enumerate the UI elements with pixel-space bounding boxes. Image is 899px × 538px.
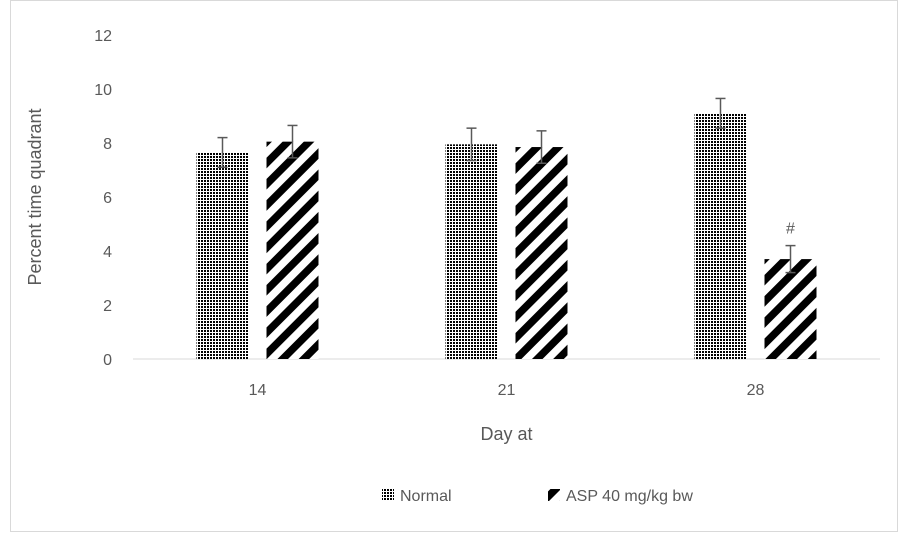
error-bar — [785, 244, 796, 274]
significance-annotation: # — [786, 221, 795, 238]
y-tick-label: 12 — [94, 28, 112, 45]
y-tick-label: 4 — [103, 244, 112, 261]
legend-swatch — [382, 489, 394, 501]
y-tick-label: 6 — [103, 190, 112, 207]
bar-asp-day-21 — [515, 147, 568, 359]
bar-normal-day-14 — [196, 152, 249, 359]
error-bar — [715, 97, 726, 129]
legend-item: ASP 40 mg/kg bw — [548, 488, 693, 505]
x-axis-title: Day at — [480, 424, 532, 444]
chart-border — [10, 0, 898, 532]
error-bar — [536, 130, 547, 164]
y-tick-label: 2 — [103, 298, 112, 315]
legend-label: Normal — [400, 488, 452, 505]
x-tick-label: 14 — [249, 382, 267, 399]
bar-normal-day-21 — [445, 144, 498, 359]
y-tick-label: 10 — [94, 82, 112, 99]
bar-asp-day-14 — [266, 141, 319, 359]
bar-asp-day-28 — [764, 259, 817, 359]
bar-normal-day-28 — [694, 113, 747, 359]
legend-label: ASP 40 mg/kg bw — [566, 488, 693, 505]
error-bar — [287, 124, 298, 159]
y-tick-label: 8 — [103, 136, 112, 153]
y-axis-title: Percent time quadrant — [25, 108, 45, 285]
error-bar — [217, 136, 228, 169]
error-bar — [466, 127, 477, 162]
legend-swatch — [548, 489, 560, 501]
x-tick-label: 21 — [498, 382, 516, 399]
y-tick-label: 0 — [103, 352, 112, 369]
x-tick-label: 28 — [747, 382, 765, 399]
legend-item: Normal — [382, 488, 452, 505]
